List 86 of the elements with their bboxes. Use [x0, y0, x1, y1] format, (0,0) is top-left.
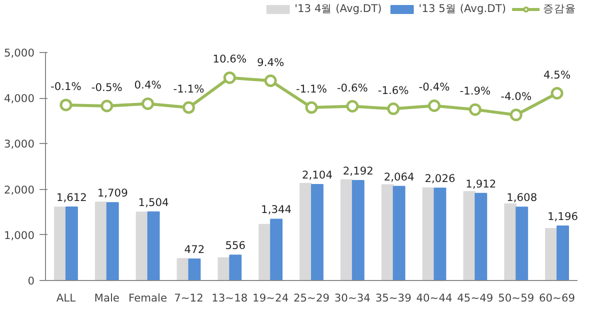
bar — [65, 206, 78, 280]
x-tick-label: Female — [128, 292, 168, 304]
bar — [504, 203, 517, 280]
bar — [463, 191, 476, 280]
x-tick-label: 7~12 — [174, 292, 204, 304]
point — [428, 100, 441, 112]
x-tick-label: 50~59 — [498, 292, 534, 304]
y-tick-label: 2,000 — [4, 183, 35, 196]
bar — [434, 188, 446, 280]
bar — [136, 212, 148, 280]
y-tick-label: 5,000 — [4, 46, 35, 60]
y-tick-label: 4,000 — [4, 92, 35, 106]
bar — [474, 192, 488, 280]
x-tick-label: 45~49 — [457, 292, 494, 304]
point — [346, 100, 359, 112]
bar — [300, 182, 312, 280]
data-label: 1,344 — [261, 203, 292, 216]
data-label: -1.1% — [296, 82, 327, 96]
data-label: 1,612 — [56, 190, 87, 204]
point — [305, 101, 318, 114]
y-tick-label: 1,000 — [4, 228, 35, 242]
point — [142, 97, 154, 110]
legend-label: '13 4월 (Avg.DT) — [294, 2, 382, 16]
data-label: 1,709 — [97, 186, 128, 200]
data-label: -4.0% — [500, 90, 532, 103]
point — [100, 100, 114, 112]
data-label: -1.1% — [173, 82, 204, 96]
bar — [106, 202, 119, 280]
point — [264, 74, 277, 88]
data-label: -0.5% — [91, 80, 122, 94]
data-label: -0.6% — [336, 81, 368, 94]
data-label: 2,064 — [384, 170, 415, 184]
bar — [188, 258, 201, 280]
data-label: 472 — [184, 242, 205, 256]
point — [510, 108, 522, 122]
y-tick-label: 0 — [28, 274, 35, 288]
bar — [352, 180, 364, 280]
data-label: 2,104 — [302, 168, 333, 182]
point — [468, 103, 482, 116]
x-tick-label: 13~18 — [212, 292, 248, 304]
bar — [54, 206, 66, 280]
x-tick-label: 19~24 — [252, 292, 289, 304]
data-label: -1.6% — [378, 84, 409, 97]
data-label: 2,192 — [342, 164, 374, 178]
bar — [258, 224, 272, 280]
y-tick-label: 3,000 — [4, 138, 35, 151]
bar — [392, 186, 406, 280]
x-tick-label: Male — [94, 292, 120, 304]
data-label: 1,504 — [138, 196, 170, 209]
data-label: 556 — [225, 239, 246, 252]
x-tick-label: 30~34 — [334, 292, 371, 304]
bar — [422, 187, 435, 280]
x-tick-label: 60~69 — [539, 292, 576, 304]
data-label: 0.4% — [134, 78, 162, 92]
x-tick-label: 35~39 — [375, 292, 412, 304]
bar — [381, 184, 394, 280]
legend-label: '13 5월 (Avg.DT) — [418, 2, 506, 16]
data-label: 1,912 — [466, 177, 496, 190]
point — [60, 98, 72, 112]
data-label: 2,026 — [424, 172, 456, 186]
data-label: 1,608 — [506, 191, 538, 204]
bar — [516, 206, 528, 280]
bar — [218, 257, 230, 280]
x-tick-label: ALL — [56, 292, 76, 304]
x-tick-label: 40~44 — [416, 292, 453, 304]
data-label: 1,196 — [548, 210, 578, 223]
bar — [545, 228, 558, 280]
bar — [94, 202, 108, 280]
point — [387, 102, 400, 116]
bar — [311, 184, 324, 280]
data-label: 4.5% — [544, 68, 571, 82]
data-label: -0.1% — [50, 80, 82, 93]
x-tick-label: 25~29 — [293, 292, 330, 304]
bar — [270, 218, 283, 280]
data-label: 10.6% — [212, 52, 247, 66]
data-label: 9.4% — [257, 56, 284, 69]
data-label: -0.4% — [418, 80, 450, 94]
data-label: -1.9% — [460, 84, 491, 98]
point — [550, 87, 564, 100]
point — [182, 101, 195, 114]
bar — [229, 254, 242, 280]
bar — [340, 179, 353, 280]
point — [223, 71, 236, 84]
legend-label: 증감율 — [543, 2, 576, 16]
bar — [556, 225, 569, 280]
bar — [147, 211, 160, 280]
